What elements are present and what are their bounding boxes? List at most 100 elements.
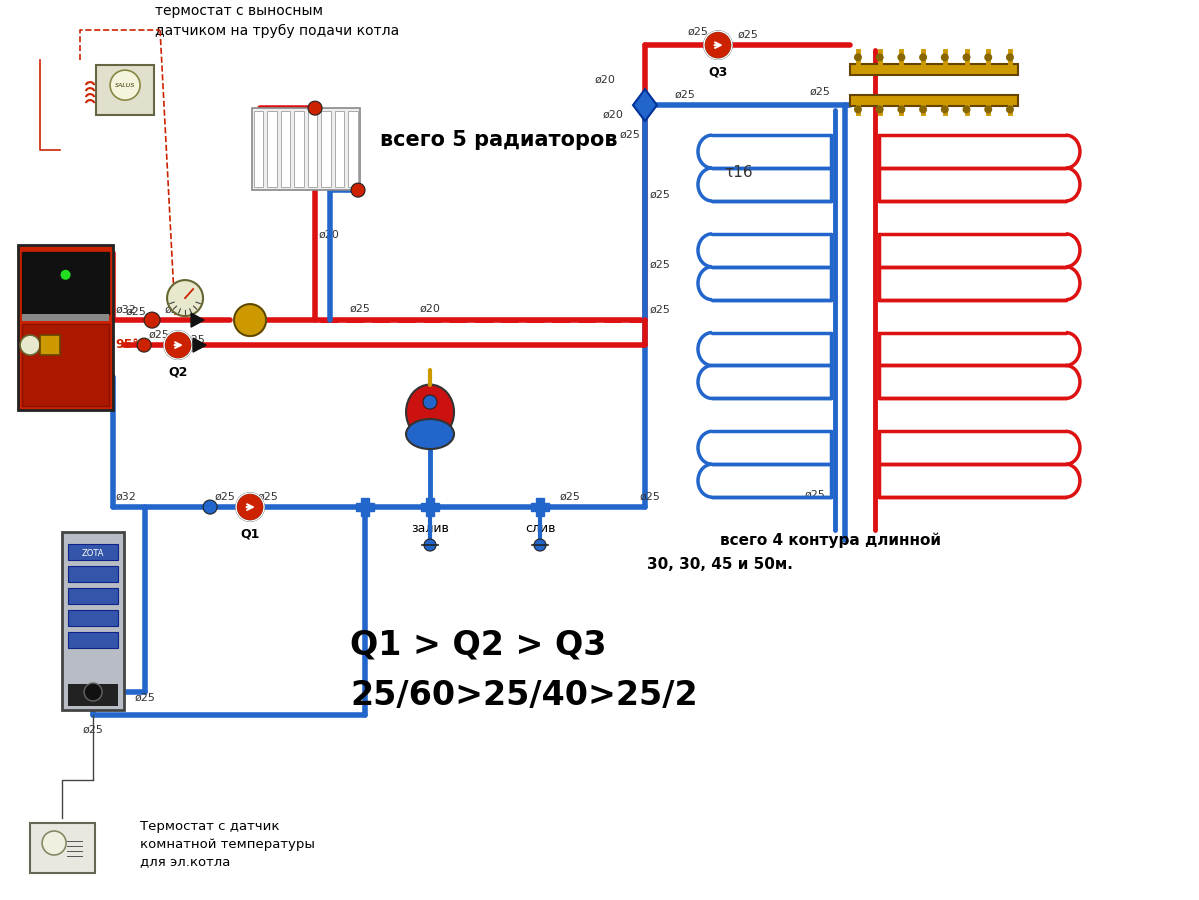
Bar <box>335 111 344 187</box>
Circle shape <box>137 338 151 352</box>
Circle shape <box>854 105 862 113</box>
Bar <box>361 498 368 516</box>
Text: Термостат с датчик: Термостат с датчик <box>140 820 279 833</box>
Bar <box>267 111 277 187</box>
Circle shape <box>234 304 266 336</box>
Text: τ16: τ16 <box>724 165 753 180</box>
Circle shape <box>42 831 66 855</box>
Circle shape <box>308 101 323 115</box>
Text: ø25: ø25 <box>185 335 206 345</box>
Text: ø25: ø25 <box>149 330 170 340</box>
Circle shape <box>144 312 161 328</box>
Bar <box>96 65 153 115</box>
Circle shape <box>875 105 884 113</box>
Text: ø25: ø25 <box>650 260 671 270</box>
Text: Q3: Q3 <box>709 65 728 78</box>
Bar <box>62 532 123 710</box>
Text: для эл.котла: для эл.котла <box>140 855 230 868</box>
Circle shape <box>164 331 192 359</box>
Text: всего 5 радиаторов: всего 5 радиаторов <box>380 130 617 150</box>
Bar <box>308 111 317 187</box>
Circle shape <box>897 105 905 113</box>
Circle shape <box>534 539 546 551</box>
Circle shape <box>875 53 884 61</box>
Text: ø25: ø25 <box>650 305 671 315</box>
Text: ø25: ø25 <box>126 307 147 317</box>
Bar <box>68 684 118 706</box>
Text: ø25: ø25 <box>215 492 236 502</box>
Ellipse shape <box>406 384 454 439</box>
Text: всего 4 контура длинной: всего 4 контура длинной <box>719 532 941 547</box>
Text: ø25: ø25 <box>675 90 695 100</box>
Text: датчиком на трубу подачи котла: датчиком на трубу подачи котла <box>155 24 399 38</box>
Text: ø20: ø20 <box>595 75 616 86</box>
Bar <box>348 111 357 187</box>
Bar <box>68 632 118 648</box>
Circle shape <box>963 105 970 113</box>
Circle shape <box>61 270 71 280</box>
Bar <box>253 111 263 187</box>
Text: ø25: ø25 <box>560 492 580 502</box>
Circle shape <box>423 395 436 410</box>
Bar <box>68 588 118 604</box>
Text: ø20: ø20 <box>319 230 341 240</box>
Text: комнатной температуры: комнатной температуры <box>140 838 315 851</box>
Text: ZOTA: ZOTA <box>82 549 104 558</box>
Circle shape <box>84 683 102 701</box>
Bar <box>531 503 549 510</box>
Bar <box>22 252 109 314</box>
Bar <box>294 111 303 187</box>
Text: Q1 > Q2 > Q3: Q1 > Q2 > Q3 <box>350 628 607 662</box>
Bar <box>40 335 60 356</box>
Bar <box>68 610 118 626</box>
Bar <box>427 498 434 516</box>
Circle shape <box>897 53 905 61</box>
Text: ø25: ø25 <box>350 304 370 314</box>
Text: Q2: Q2 <box>168 365 188 378</box>
Text: ø25: ø25 <box>165 305 186 315</box>
Circle shape <box>941 105 948 113</box>
Text: ø32: ø32 <box>116 492 137 502</box>
Bar <box>68 566 118 582</box>
Text: Q1: Q1 <box>240 527 260 540</box>
Bar <box>22 324 109 406</box>
Bar <box>18 245 113 410</box>
Circle shape <box>984 105 993 113</box>
Text: ø25: ø25 <box>650 190 671 200</box>
Circle shape <box>424 539 436 551</box>
Circle shape <box>854 53 862 61</box>
Bar <box>536 498 543 516</box>
Circle shape <box>920 53 927 61</box>
Text: слив: слив <box>525 522 555 536</box>
Circle shape <box>1006 105 1014 113</box>
Polygon shape <box>191 313 204 327</box>
Bar <box>281 111 290 187</box>
Text: 95°C: 95°C <box>115 338 147 351</box>
Circle shape <box>1006 53 1014 61</box>
Bar <box>356 503 374 510</box>
Text: ø25: ø25 <box>619 130 640 140</box>
Circle shape <box>920 105 927 113</box>
Text: ø20: ø20 <box>602 110 623 120</box>
Text: 30, 30, 45 и 50м.: 30, 30, 45 и 50м. <box>647 557 793 572</box>
Polygon shape <box>193 338 206 352</box>
Circle shape <box>20 335 40 356</box>
Text: ø25: ø25 <box>805 491 826 500</box>
Text: ø25: ø25 <box>737 30 759 40</box>
Bar <box>68 544 118 560</box>
Circle shape <box>351 183 364 197</box>
Circle shape <box>704 32 731 59</box>
Circle shape <box>984 53 993 61</box>
Bar <box>22 314 109 321</box>
Text: ø25: ø25 <box>258 492 279 502</box>
Text: 25/60>25/40>25/2: 25/60>25/40>25/2 <box>350 679 698 712</box>
Text: ø25: ø25 <box>688 27 709 37</box>
Text: термостат с выносным: термостат с выносным <box>155 4 323 18</box>
Circle shape <box>110 70 140 100</box>
Text: ø20: ø20 <box>319 140 341 150</box>
Circle shape <box>941 53 948 61</box>
Bar <box>850 94 1018 105</box>
Bar <box>30 823 95 873</box>
Bar <box>252 108 360 190</box>
Text: ø25: ø25 <box>83 725 104 735</box>
